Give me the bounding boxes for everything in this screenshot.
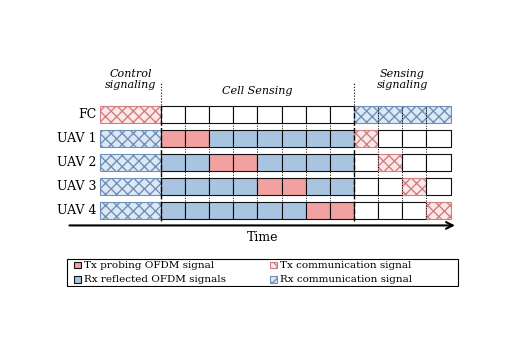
Bar <box>233 154 258 171</box>
Bar <box>402 202 427 219</box>
Bar <box>306 178 330 195</box>
Bar <box>258 106 282 123</box>
Bar <box>427 202 451 219</box>
Bar <box>378 154 402 171</box>
Bar <box>306 130 330 147</box>
Bar <box>378 130 402 147</box>
Text: Rx reflected OFDM signals: Rx reflected OFDM signals <box>84 275 226 284</box>
Bar <box>270 276 277 283</box>
Bar <box>233 106 258 123</box>
Bar <box>402 130 427 147</box>
Bar <box>185 202 209 219</box>
Bar <box>161 130 185 147</box>
Bar <box>258 130 282 147</box>
Bar <box>161 154 185 171</box>
Bar <box>258 178 282 195</box>
Text: UAV 1: UAV 1 <box>58 132 97 145</box>
Bar <box>209 130 233 147</box>
Bar <box>354 154 378 171</box>
Bar <box>427 106 451 123</box>
Bar <box>354 130 378 147</box>
Bar <box>282 154 306 171</box>
Bar <box>67 259 458 286</box>
Text: UAV 4: UAV 4 <box>58 204 97 217</box>
Bar <box>209 202 233 219</box>
Bar <box>185 106 209 123</box>
Bar <box>100 178 161 195</box>
Bar <box>427 130 451 147</box>
Text: Sensing
signaling: Sensing signaling <box>377 69 428 90</box>
Bar <box>282 106 306 123</box>
Text: Tx probing OFDM signal: Tx probing OFDM signal <box>84 261 214 270</box>
Text: Time: Time <box>247 231 278 245</box>
Bar <box>100 106 161 123</box>
Bar <box>161 106 185 123</box>
Text: UAV 2: UAV 2 <box>58 156 97 169</box>
Bar <box>74 276 81 283</box>
Bar <box>258 154 282 171</box>
Bar <box>282 178 306 195</box>
Bar <box>378 202 402 219</box>
Bar <box>258 202 282 219</box>
Bar <box>270 262 277 268</box>
Bar <box>282 130 306 147</box>
Bar <box>330 178 354 195</box>
Bar <box>354 202 378 219</box>
Bar <box>402 154 427 171</box>
Bar <box>330 154 354 171</box>
Text: Rx communication signal: Rx communication signal <box>281 275 413 284</box>
Bar <box>233 178 258 195</box>
Bar <box>330 106 354 123</box>
Bar <box>306 106 330 123</box>
Bar <box>100 154 161 171</box>
Bar <box>402 178 427 195</box>
Bar <box>378 178 402 195</box>
Bar <box>185 178 209 195</box>
Bar <box>330 202 354 219</box>
Bar <box>209 178 233 195</box>
Bar <box>209 154 233 171</box>
Bar <box>330 130 354 147</box>
Bar <box>306 154 330 171</box>
Bar <box>427 154 451 171</box>
Bar <box>306 202 330 219</box>
Bar <box>233 130 258 147</box>
Bar <box>161 178 185 195</box>
Bar <box>209 106 233 123</box>
Bar <box>185 130 209 147</box>
Bar <box>402 106 427 123</box>
Bar <box>354 106 378 123</box>
Bar <box>233 202 258 219</box>
Bar <box>378 106 402 123</box>
Bar <box>100 130 161 147</box>
Bar <box>354 178 378 195</box>
Text: Cell Sensing: Cell Sensing <box>222 86 292 96</box>
Text: UAV 3: UAV 3 <box>58 180 97 193</box>
Bar <box>185 154 209 171</box>
Bar <box>161 202 185 219</box>
Bar <box>427 178 451 195</box>
Bar <box>100 202 161 219</box>
Bar <box>74 262 81 268</box>
Text: Tx communication signal: Tx communication signal <box>281 261 412 270</box>
Bar <box>282 202 306 219</box>
Text: FC: FC <box>79 108 97 121</box>
Text: Control
signaling: Control signaling <box>105 69 156 90</box>
